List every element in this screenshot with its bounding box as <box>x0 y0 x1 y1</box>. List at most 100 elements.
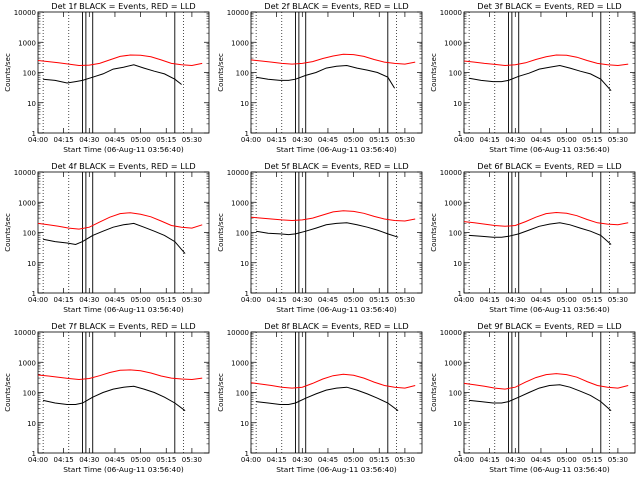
detector-panel: Det 2f BLACK = Events, RED = LLD 1 10 100 10… <box>217 1 423 154</box>
x-axis-label: Start Time (06-Aug-11 03:56:40) <box>276 305 397 314</box>
y-tick-label: 1000 <box>444 359 462 367</box>
y-axis-label: Counts/sec <box>430 53 438 92</box>
y-tick-label: 10000 <box>440 9 462 17</box>
detector-panel: Det 3f BLACK = Events, RED = LLD 1 10 100 10… <box>430 1 636 154</box>
y-axis-label: Counts/sec <box>4 53 12 92</box>
x-tick-label: 05:30 <box>608 136 628 144</box>
y-tick-label: 10 <box>453 420 462 428</box>
lld-series-line <box>250 53 416 65</box>
x-tick-label: 05:15 <box>369 456 389 464</box>
detector-panel: Det 8f BLACK = Events, RED = LLD 1 10 100 10… <box>217 321 423 474</box>
x-tick-label: 04:00 <box>241 136 261 144</box>
x-tick-label: 04:15 <box>54 136 74 144</box>
y-tick-label: 10 <box>240 420 249 428</box>
y-tick-label: 1000 <box>18 199 36 207</box>
x-tick-label: 05:00 <box>131 136 151 144</box>
panel-title: Det 9f BLACK = Events, RED = LLD <box>477 321 621 331</box>
x-tick-label: 04:15 <box>267 296 287 304</box>
detector-panel: Det 4f BLACK = Events, RED = LLD 1 10 100 10… <box>4 161 210 314</box>
y-tick-label: 100 <box>236 70 249 78</box>
x-axis-label: Start Time (06-Aug-11 03:56:40) <box>489 465 610 474</box>
panel-title: Det 7f BLACK = Events, RED = LLD <box>51 321 195 331</box>
y-tick-label: 1000 <box>231 199 249 207</box>
panel-title: Det 6f BLACK = Events, RED = LLD <box>477 161 621 171</box>
lld-series-line <box>37 212 203 230</box>
lld-series-line <box>463 54 629 67</box>
y-axis-label: Counts/sec <box>4 373 12 412</box>
y-tick-label: 10000 <box>14 9 36 17</box>
y-tick-label: 10 <box>27 420 36 428</box>
y-tick-label: 1 <box>245 130 249 138</box>
y-axis-label: Counts/sec <box>217 213 225 252</box>
x-tick-label: 04:15 <box>54 296 74 304</box>
y-tick-label: 1000 <box>444 199 462 207</box>
x-tick-label: 04:00 <box>28 296 48 304</box>
y-tick-label: 10 <box>240 260 249 268</box>
x-tick-label: 05:15 <box>156 136 176 144</box>
panel-title: Det 2f BLACK = Events, RED = LLD <box>264 1 408 11</box>
x-tick-label: 05:00 <box>557 136 577 144</box>
x-tick-label: 04:15 <box>54 456 74 464</box>
x-tick-label: 04:00 <box>241 296 261 304</box>
y-tick-label: 100 <box>236 230 249 238</box>
lld-series-line <box>250 210 416 222</box>
y-tick-label: 100 <box>236 390 249 398</box>
y-tick-label: 10 <box>27 100 36 108</box>
x-tick-label: 05:00 <box>131 296 151 304</box>
x-tick-label: 04:45 <box>318 456 338 464</box>
x-axis-label: Start Time (06-Aug-11 03:56:40) <box>63 145 184 154</box>
x-tick-label: 04:30 <box>292 296 312 304</box>
x-tick-label: 04:30 <box>505 456 525 464</box>
y-tick-label: 100 <box>23 70 36 78</box>
y-tick-label: 10000 <box>227 329 249 337</box>
x-tick-label: 05:00 <box>131 456 151 464</box>
x-tick-label: 05:15 <box>582 136 602 144</box>
y-tick-label: 100 <box>449 230 462 238</box>
x-tick-label: 04:00 <box>28 456 48 464</box>
x-tick-label: 04:45 <box>105 456 125 464</box>
detector-panel: Det 5f BLACK = Events, RED = LLD 1 10 100 10… <box>217 161 423 314</box>
x-axis-label: Start Time (06-Aug-11 03:56:40) <box>489 305 610 314</box>
detector-panel: Det 1f BLACK = Events, RED = LLD 1 10 100 10… <box>4 1 210 154</box>
y-tick-label: 1 <box>245 450 249 458</box>
y-tick-label: 1 <box>32 450 36 458</box>
y-tick-label: 1 <box>458 130 462 138</box>
events-series-line <box>469 64 612 92</box>
x-tick-label: 05:30 <box>182 296 202 304</box>
x-tick-label: 05:30 <box>182 136 202 144</box>
panel-title: Det 3f BLACK = Events, RED = LLD <box>477 1 621 11</box>
lld-series-line <box>37 54 203 67</box>
x-axis-label: Start Time (06-Aug-11 03:56:40) <box>63 305 184 314</box>
x-tick-label: 05:30 <box>395 296 415 304</box>
x-tick-label: 04:45 <box>531 456 551 464</box>
events-series-line <box>256 222 399 238</box>
x-tick-label: 04:30 <box>292 136 312 144</box>
x-tick-label: 05:15 <box>582 456 602 464</box>
x-tick-label: 04:45 <box>105 136 125 144</box>
panel-title: Det 5f BLACK = Events, RED = LLD <box>264 161 408 171</box>
y-tick-label: 10000 <box>14 329 36 337</box>
events-series-line <box>43 222 186 254</box>
y-tick-label: 1000 <box>231 359 249 367</box>
y-tick-label: 10000 <box>440 169 462 177</box>
y-tick-label: 10 <box>453 100 462 108</box>
x-tick-label: 05:15 <box>369 296 389 304</box>
y-tick-label: 1000 <box>231 39 249 47</box>
x-tick-label: 04:15 <box>480 296 500 304</box>
y-tick-label: 1 <box>32 130 36 138</box>
x-tick-label: 05:00 <box>557 456 577 464</box>
events-series-line <box>469 222 612 245</box>
y-tick-label: 1000 <box>18 39 36 47</box>
y-axis-label: Counts/sec <box>430 373 438 412</box>
lld-series-line <box>463 373 629 390</box>
x-tick-label: 04:00 <box>454 296 474 304</box>
panel-title: Det 4f BLACK = Events, RED = LLD <box>51 161 195 171</box>
lld-series-line <box>250 373 416 389</box>
x-tick-label: 05:30 <box>608 456 628 464</box>
x-tick-label: 05:00 <box>344 136 364 144</box>
x-tick-label: 04:30 <box>505 136 525 144</box>
x-tick-label: 04:45 <box>318 136 338 144</box>
panel-title: Det 1f BLACK = Events, RED = LLD <box>51 1 195 11</box>
x-tick-label: 04:45 <box>105 296 125 304</box>
